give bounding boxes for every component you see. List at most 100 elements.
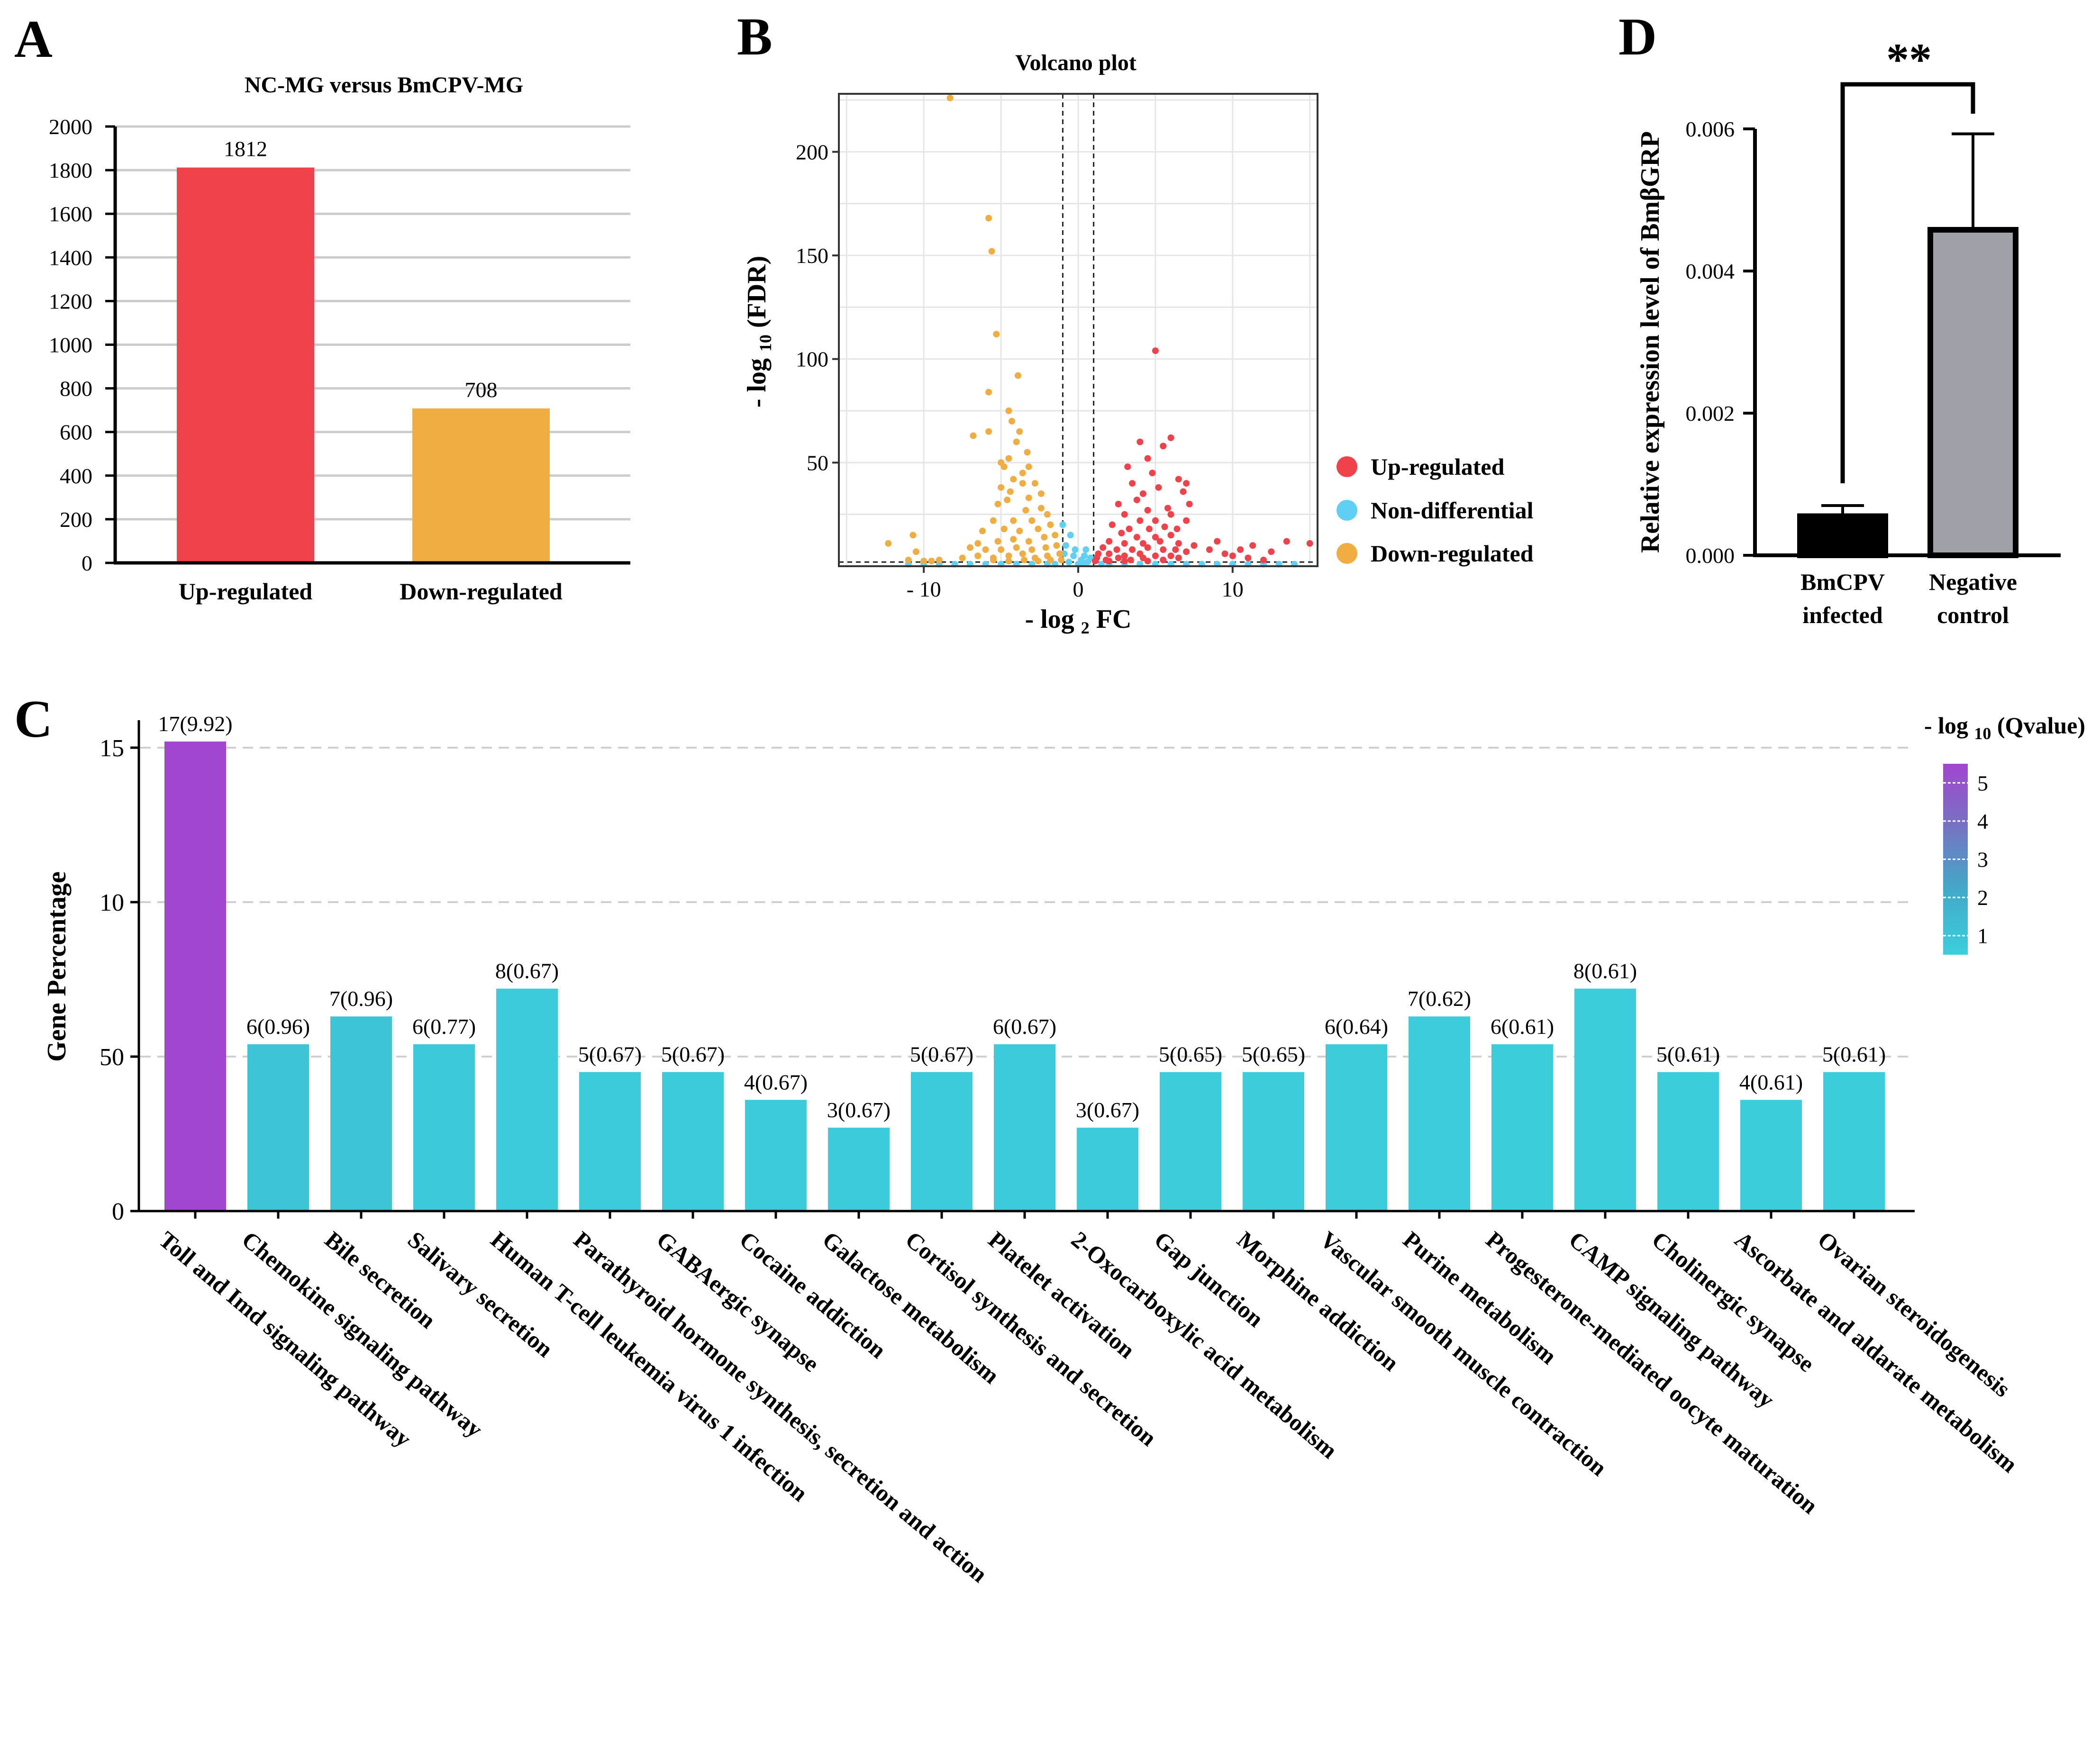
chart-b-legend: Up-regulated Non-differential Down-regulat… [1336, 453, 1534, 567]
chart-c-bar-value-label: 5(0.67) [661, 1042, 725, 1067]
chart-b-point-up-regulated [1144, 507, 1151, 514]
chart-b-point-down-regulated [988, 248, 995, 255]
chart-c-bar [413, 1044, 475, 1211]
chart-b-point-down-regulated [1019, 550, 1026, 557]
chart-b-points [885, 94, 1313, 568]
colorbar-title-suffix: (Qvalue) [1991, 712, 2085, 739]
chart-b-point-up-regulated [1175, 476, 1182, 483]
chart-b-point-up-regulated [1191, 542, 1198, 549]
chart-b-point-up-regulated [1167, 532, 1174, 539]
chart-c-gridlines [140, 747, 1915, 1058]
chart-b-point-up-regulated [1115, 554, 1122, 561]
chart-b-point-down-regulated [1037, 490, 1045, 497]
chart-b-point-down-regulated [1052, 532, 1059, 539]
chart-b-point-down-regulated [1010, 536, 1017, 543]
panel-d: D 0.000 0.002 0.004 0.006 BmCPV infected Nega… [1618, 8, 2061, 628]
chart-b-point-up-regulated [1129, 480, 1136, 487]
chart-b-point-up-regulated [1121, 511, 1128, 518]
chart-b-point-down-regulated [1016, 527, 1023, 534]
chart-a-y-tick-label: 2000 [49, 115, 92, 139]
chart-c-colorbar-title: - log 10 (Qvalue) [1924, 712, 2085, 743]
chart-b-point-down-regulated [959, 554, 966, 561]
chart-c-bar [1160, 1072, 1221, 1211]
chart-d-y-tick-label: 0.000 [1686, 543, 1735, 568]
chart-a-y-tick-label: 1400 [49, 245, 92, 270]
chart-b-point-down-regulated [994, 500, 1001, 507]
chart-b-point-down-regulated [1037, 505, 1045, 512]
chart-a-y-tick-label: 400 [60, 464, 92, 488]
chart-c-bar-value-label: 8(0.61) [1573, 959, 1637, 983]
chart-b-gridlines [839, 94, 1318, 566]
chart-d-bars [1797, 227, 2018, 558]
chart-b-point-up-regulated [1121, 540, 1128, 547]
chart-b-point-down-regulated [1028, 517, 1036, 524]
chart-b-point-up-regulated [1186, 500, 1193, 507]
chart-b-point-up-regulated [1133, 534, 1140, 541]
chart-b-point-down-regulated [1056, 550, 1063, 557]
chart-b-y-tick-label: 100 [796, 347, 828, 371]
panel-letter-a: A [14, 10, 53, 69]
chart-c-category-label: Platelet activation [983, 1226, 1140, 1364]
chart-c-bar [828, 1127, 890, 1211]
chart-c-y-tick-label: 15 [100, 735, 124, 762]
b-ylabel-sub: 10 [756, 335, 775, 352]
chart-c-y-axis-label: Gene Percentage [42, 871, 72, 1062]
chart-c-y-tick-label: 10 [100, 889, 124, 916]
chart-d-significance-bracket [1840, 82, 1975, 483]
chart-b-point-down-regulated [1000, 525, 1008, 533]
chart-a-bar-value-label: 1812 [224, 137, 267, 161]
chart-b-point-up-regulated [1133, 497, 1140, 504]
chart-c-colorbar-tick-label: 4 [1977, 809, 1988, 833]
chart-b-point-down-regulated [1044, 511, 1051, 518]
chart-d-y-axis-label: Relative expression level of BmβGRP [1636, 131, 1665, 553]
chart-c-bar-value-label: 7(0.96) [329, 986, 393, 1011]
chart-b-point-down-regulated [1053, 542, 1060, 549]
chart-c-y-tick-label: 50 [100, 1044, 124, 1071]
chart-b-point-up-regulated [1144, 544, 1151, 551]
chart-b-point-up-regulated [1152, 347, 1159, 354]
chart-b-point-down-regulated [1005, 558, 1012, 565]
chart-a-y-tick-label: 1800 [49, 158, 92, 182]
chart-c-bar [579, 1072, 641, 1211]
chart-c-bar [994, 1044, 1055, 1211]
chart-c-y-ticks: 0 50 10 15 [100, 735, 139, 1225]
chart-a-y-tick-label: 600 [60, 420, 92, 444]
chart-a-category-label: Down-regulated [400, 578, 563, 605]
chart-c-colorbar-tick-label: 5 [1977, 771, 1988, 795]
chart-b-point-up-regulated [1121, 558, 1128, 565]
chart-c-bar-value-label: 3(0.67) [827, 1098, 891, 1122]
chart-c-colorbar-tick-label: 3 [1977, 848, 1988, 872]
chart-b-point-up-regulated [1183, 548, 1190, 555]
chart-b-point-down-regulated [1014, 372, 1021, 379]
chart-b-point-down-regulated [979, 527, 986, 534]
chart-b-point-up-regulated [1144, 455, 1151, 462]
chart-c-bar [1657, 1072, 1719, 1211]
chart-b-point-up-regulated [1167, 434, 1174, 441]
chart-c-x-ticks [194, 1211, 1855, 1219]
chart-c-category-label: Vascular smooth muscle contraction [1315, 1226, 1612, 1481]
chart-b-point-up-regulated [1160, 556, 1167, 563]
chart-b-point-up-regulated [1109, 521, 1116, 528]
chart-b-point-down-regulated [970, 432, 977, 439]
chart-c-bar [662, 1072, 724, 1211]
chart-b-point-down-regulated [1010, 476, 1017, 483]
chart-d-y-tick-label: 0.002 [1686, 401, 1735, 425]
chart-c-bar [1409, 1016, 1470, 1211]
chart-b-point-up-regulated [1249, 542, 1256, 549]
chart-b-point-up-regulated [1139, 540, 1146, 547]
chart-b-point-up-regulated [1283, 538, 1290, 545]
chart-b-point-non-differential [1061, 550, 1068, 557]
chart-b-point-up-regulated [1126, 525, 1133, 533]
chart-b-point-up-regulated [1206, 546, 1213, 553]
chart-b-point-up-regulated [1152, 517, 1159, 524]
chart-b-point-down-regulated [993, 331, 1000, 338]
panel-b: B Volcano plot - 10 0 10 50 100 150 200 - log… [737, 8, 1534, 637]
chart-c-bar-value-label: 5(0.61) [1822, 1042, 1886, 1067]
chart-b-point-up-regulated [1152, 534, 1159, 541]
chart-b-point-up-regulated [1260, 556, 1267, 563]
chart-b-point-down-regulated [990, 556, 997, 563]
chart-b-point-down-regulated [966, 544, 973, 551]
chart-b-point-down-regulated [1013, 544, 1020, 551]
chart-b-point-up-regulated [1136, 517, 1144, 524]
